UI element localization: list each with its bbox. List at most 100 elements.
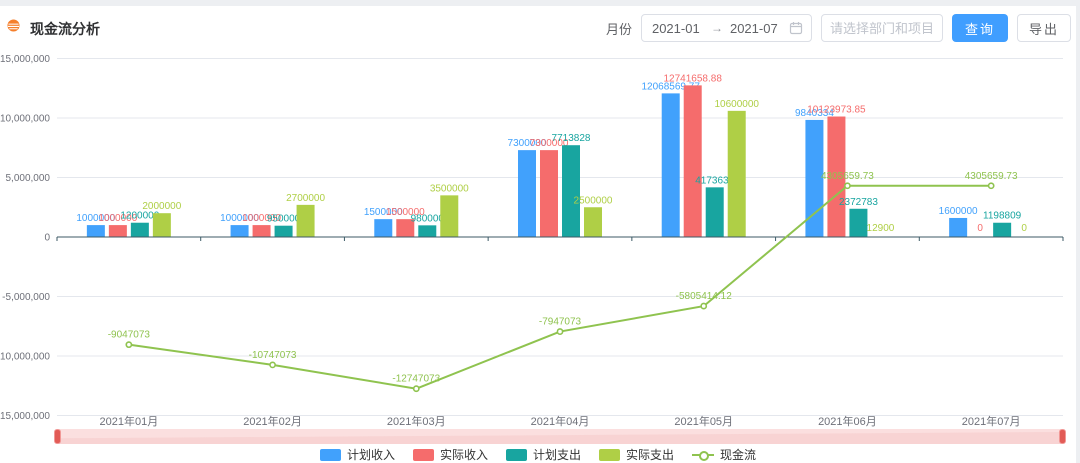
bar-value-label: 980000	[411, 213, 445, 224]
bar-value-label: 1600000	[939, 206, 978, 217]
bar-value-label: 1000000	[220, 213, 259, 224]
bar-计划收入[interactable]	[661, 93, 680, 237]
legend-item-实际收入[interactable]: 实际收入	[412, 446, 488, 463]
bar-计划支出[interactable]	[418, 225, 437, 237]
date-start-input[interactable]	[649, 19, 706, 37]
datazoom-slider[interactable]	[54, 429, 1066, 444]
x-axis-category-label: 2021年07月	[962, 414, 1021, 428]
chart-legend: 计划收入 实际收入 计划支出 实际支出 现金流	[0, 446, 1076, 463]
calendar-icon	[789, 22, 803, 35]
bar-计划收入[interactable]	[805, 119, 824, 237]
line-point[interactable]	[700, 302, 708, 310]
line-value-label: 4305659.73	[821, 171, 874, 182]
legend-item-计划支出[interactable]: 计划支出	[505, 446, 581, 463]
bar-实际收入[interactable]	[683, 85, 702, 237]
bar-value-label: 7300000	[508, 138, 547, 149]
bar-value-label: 0	[977, 223, 983, 234]
line-point[interactable]	[556, 328, 564, 335]
x-axis-category-label: 2021年01月	[99, 414, 158, 428]
bar-计划收入[interactable]	[949, 217, 968, 237]
line-point[interactable]	[269, 361, 276, 369]
line-value-label: -7947073	[539, 317, 582, 328]
department-project-select[interactable]	[820, 14, 943, 42]
query-controls: 月份 → 查询 导出	[606, 14, 1071, 42]
bar-实际支出[interactable]	[440, 195, 459, 237]
bar-计划收入[interactable]	[518, 150, 536, 237]
y-axis-tick-label: -5,000,000	[2, 292, 50, 303]
bar-实际支出[interactable]	[296, 204, 315, 237]
bar-实际收入[interactable]	[827, 116, 846, 237]
x-axis-category-label: 2021年04月	[531, 414, 590, 428]
legend-item-现金流[interactable]: 现金流	[692, 446, 756, 463]
bar-value-label: 7300000	[530, 138, 569, 149]
bar-计划支出[interactable]	[849, 208, 868, 237]
bar-value-label: 2372783	[839, 197, 878, 208]
bar-计划支出[interactable]	[993, 222, 1012, 237]
bar-value-label: 2500000	[574, 195, 613, 206]
bar-value-label: 1000000	[242, 213, 281, 224]
bar-value-label: 0	[1021, 223, 1027, 234]
date-end-input[interactable]	[727, 19, 784, 37]
line-value-label: 4305659.73	[965, 171, 1018, 182]
bar-实际收入[interactable]	[540, 150, 558, 237]
export-button[interactable]: 导出	[1016, 14, 1071, 42]
y-axis-tick-label: 15,000,000	[0, 54, 50, 65]
cashflow-icon	[7, 19, 20, 32]
x-axis-category-label: 2021年05月	[674, 414, 733, 428]
legend-swatch	[412, 448, 434, 461]
bar-实际支出[interactable]	[584, 207, 602, 237]
date-range-picker[interactable]: →	[640, 14, 812, 42]
bar-value-label: 12741658.88	[664, 73, 723, 84]
bar-value-label: 1000000	[76, 213, 115, 224]
bar-实际支出[interactable]	[727, 110, 746, 237]
line-value-label: -10747073	[249, 350, 297, 361]
bar-value-label: 1500000	[364, 207, 403, 218]
line-value-label: -9047073	[108, 330, 151, 341]
bar-计划收入[interactable]	[374, 219, 393, 237]
bar-value-label: 9840334	[795, 108, 834, 119]
line-point[interactable]	[844, 182, 851, 190]
bar-value-label: 10123973.85	[807, 105, 866, 116]
legend-label: 计划收入	[346, 448, 395, 462]
legend-label: 现金流	[720, 448, 757, 462]
legend-label: 实际支出	[626, 448, 675, 462]
bar-value-label: 2000000	[142, 201, 181, 212]
legend-swatch	[505, 448, 527, 461]
line-value-label: -12747073	[392, 374, 440, 385]
x-axis-category-label: 2021年03月	[387, 414, 446, 428]
bar-实际收入[interactable]	[108, 225, 127, 237]
bar-实际收入[interactable]	[252, 225, 271, 237]
y-axis-tick-label: 5,000,000	[6, 173, 51, 184]
bar-实际收入[interactable]	[396, 219, 415, 237]
bar-value-label: 950000	[267, 214, 301, 225]
datazoom-left-handle[interactable]	[54, 429, 61, 444]
datazoom-right-handle[interactable]	[1059, 429, 1066, 444]
bar-计划支出[interactable]	[562, 145, 580, 237]
bar-计划支出[interactable]	[130, 222, 149, 237]
bar-value-label: 3500000	[430, 183, 469, 194]
legend-swatch	[599, 448, 620, 461]
bar-计划收入[interactable]	[86, 225, 105, 237]
y-axis-tick-label: -15,000,000	[0, 411, 50, 422]
line-point[interactable]	[412, 385, 420, 393]
y-axis-tick-label: 0	[44, 233, 50, 244]
line-point[interactable]	[987, 182, 995, 190]
bar-计划支出[interactable]	[705, 187, 724, 237]
bar-计划收入[interactable]	[230, 225, 249, 237]
bar-value-label: 1500000	[386, 207, 425, 218]
x-axis-category-label: 2021年06月	[818, 414, 877, 428]
bar-计划支出[interactable]	[274, 225, 293, 237]
bar-value-label: 12900	[867, 223, 895, 234]
bar-实际支出[interactable]	[152, 213, 171, 237]
legend-label: 实际收入	[439, 448, 488, 462]
legend-line-marker	[692, 449, 715, 461]
legend-label: 计划支出	[532, 448, 581, 462]
line-point[interactable]	[125, 341, 133, 349]
legend-swatch	[319, 448, 341, 461]
month-label: 月份	[605, 21, 632, 37]
bar-value-label: 12068569.77	[642, 81, 701, 92]
legend-item-计划收入[interactable]: 计划收入	[319, 446, 395, 463]
legend-item-实际支出[interactable]: 实际支出	[599, 446, 674, 463]
y-axis-tick-label: -10,000,000	[0, 352, 50, 363]
query-button[interactable]: 查询	[951, 14, 1008, 42]
